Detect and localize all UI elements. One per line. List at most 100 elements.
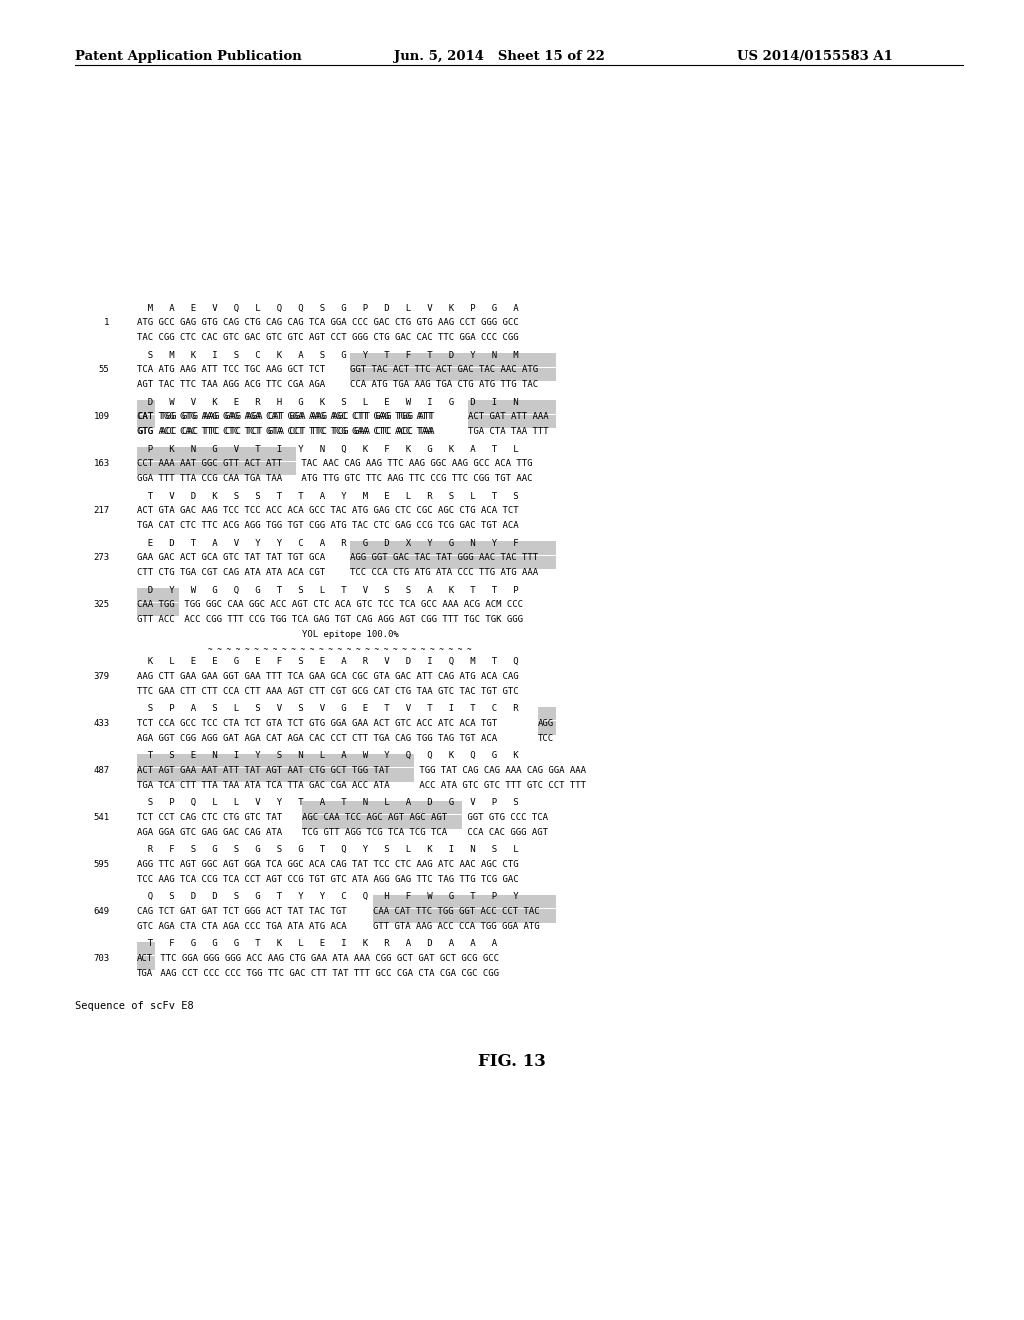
Text: M   A   E   V   Q   L   Q   Q   S   G   P   D   L   V   K   P   G   A: M A E V Q L Q Q S G P D L V K P G A [137,304,519,313]
Bar [137,587,178,602]
Text: GTT ACC: GTT ACC [137,615,175,624]
Bar [468,414,556,428]
Bar [349,556,556,569]
Text: T   F   G   G   G   T   K   L   E   I   K   R   A   D   A   A   A: T F G G G T K L E I K R A D A A A [137,940,498,948]
Text: CAA CAT TTC TGG GGT ACC CCT TAC: CAA CAT TTC TGG GGT ACC CCT TAC [373,907,540,916]
Text: ACT GTA GAC AAG TCC TCC ACC ACA GCC TAC ATG GAG CTC CGC AGC CTG ACA TCT: ACT GTA GAC AAG TCC TCC ACC ACA GCC TAC … [137,507,519,515]
Bar [137,957,155,970]
Text: TGA CAT CTC TTC ACG AGG TGG TGT CGG ATG TAC CTC GAG CCG TCG GAC TGT ACA: TGA CAT CTC TTC ACG AGG TGG TGT CGG ATG … [137,521,519,531]
Text: S   M   K   I   S   C   K   A   S   G   Y   T   F   T   D   Y   N   M: S M K I S C K A S G Y T F T D Y N M [137,351,519,359]
Text: GAA GAC ACT GCA GTC TAT TAT TGT GCA: GAA GAC ACT GCA GTC TAT TAT TGT GCA [137,553,331,562]
Bar [302,801,462,814]
Bar [137,414,155,428]
Text: R   F   S   G   S   G   S   G   T   Q   Y   S   L   K   I   N   S   L: R F S G S G S G T Q Y S L K I N S L [137,845,519,854]
Bar [137,400,155,413]
Text: CAG TCT GAT GAT TCT GGG ACT TAT TAC TGT: CAG TCT GAT GAT TCT GGG ACT TAT TAC TGT [137,907,352,916]
Text: GTC AGA CTA CTA AGA CCC TGA ATA ATG ACA: GTC AGA CTA CTA AGA CCC TGA ATA ATG ACA [137,921,352,931]
Text: ACC CAC TTC CTC TCT GTA CCT TTC TCG GAA CTC ACC TAA: ACC CAC TTC CTC TCT GTA CCT TTC TCG GAA … [155,428,434,436]
Text: D   Y   W   G   Q   G   T   S   L   T   V   S   S   A   K   T   T   P: D Y W G Q G T S L T V S S A K T T P [137,586,519,594]
Text: K   L   E   E   G   E   F   S   E   A   R   V   D   I   Q   M   T   Q: K L E E G E F S E A R V D I Q M T Q [137,657,519,667]
Text: TAC AAC CAG AAG TTC AAG GGC AAG GCC ACA TTG: TAC AAC CAG AAG TTC AAG GGC AAG GCC ACA … [297,459,532,469]
Text: TGA CTA TAA TTT: TGA CTA TAA TTT [468,428,548,436]
Bar [539,706,556,721]
Text: CAT: CAT [137,412,154,421]
Bar [137,768,415,781]
Text: TCG GTT AGG TCG TCA TCG TCA: TCG GTT AGG TCG TCA TCG TCA [302,828,447,837]
Text: S   P   Q   L   L   V   Y   T   A   T   N   L   A   D   G   V   P   S: S P Q L L V Y T A T N L A D G V P S [137,799,519,808]
Text: TCA ATG AAG ATT TCC TGC AAG GCT TCT: TCA ATG AAG ATT TCC TGC AAG GCT TCT [137,366,331,375]
Text: TGG TAT CAG CAG AAA CAG GGA AAA: TGG TAT CAG CAG AAA CAG GGA AAA [415,766,587,775]
Text: 109: 109 [93,412,110,421]
Bar [137,603,178,616]
Bar [373,909,556,923]
Text: TCT CCA GCC TCC CTA TCT GTA TCT GTG GGA GAA ACT GTC ACC ATC ACA TGT: TCT CCA GCC TCC CTA TCT GTA TCT GTG GGA … [137,719,503,729]
Text: TTC GAA CTT CTT CCA CTT AAA AGT CTT CGT GCG CAT CTG TAA GTC TAC TGT GTC: TTC GAA CTT CTT CCA CTT AAA AGT CTT CGT … [137,686,519,696]
Text: CAA TGG: CAA TGG [137,601,175,610]
Text: Patent Application Publication: Patent Application Publication [75,50,301,63]
Text: TAC CGG CTC CAC GTC GAC GTC GTC AGT CCT GGG CTG GAC CAC TTC GGA CCC CGG: TAC CGG CTC CAC GTC GAC GTC GTC AGT CCT … [137,333,519,342]
Text: CAT TGG GTG AAG GAG AGA CAT GGA AAG AGC CTT GAG TGG ATT: CAT TGG GTG AAG GAG AGA CAT GGA AAG AGC … [137,412,438,421]
Text: ATG GCC GAG GTG CAG CTG CAG CAG TCA GGA CCC GAC CTG GTG AAG CCT GGG GCC: ATG GCC GAG GTG CAG CTG CAG CAG TCA GGA … [137,318,519,327]
Bar [349,352,556,367]
Text: GGT TAC ACT TTC ACT GAC TAC AAC ATG: GGT TAC ACT TTC ACT GAC TAC AAC ATG [349,366,538,375]
Text: ATG TTG GTC TTC AAG TTC CCG TTC CGG TGT AAC: ATG TTG GTC TTC AAG TTC CCG TTC CGG TGT … [297,474,532,483]
Text: GTT GTA AAG ACC CCA TGG GGA ATG: GTT GTA AAG ACC CCA TGG GGA ATG [373,921,540,931]
Bar [137,754,415,767]
Text: AGG: AGG [539,719,554,729]
Text: TGG GGC CAA GGC ACC AGT CTC ACA GTC TCC TCA GCC AAA ACG ACM CCC: TGG GGC CAA GGC ACC AGT CTC ACA GTC TCC … [178,601,522,610]
Bar [539,722,556,735]
Text: 541: 541 [93,813,110,822]
Bar [349,541,556,554]
Text: 433: 433 [93,719,110,729]
Text: TCT CCT CAG CTC CTG GTC TAT: TCT CCT CAG CTC CTG GTC TAT [137,813,288,822]
Text: ~ ~ ~ ~ ~ ~ ~ ~ ~ ~ ~ ~ ~ ~ ~ ~ ~ ~ ~ ~ ~ ~ ~ ~ ~ ~ ~ ~ ~: ~ ~ ~ ~ ~ ~ ~ ~ ~ ~ ~ ~ ~ ~ ~ ~ ~ ~ ~ ~ … [208,644,472,653]
Text: TCC AAG TCA CCG TCA CCT AGT CCG TGT GTC ATA AGG GAG TTC TAG TTG TCG GAC: TCC AAG TCA CCG TCA CCT AGT CCG TGT GTC … [137,875,519,884]
Text: ACT AGT GAA AAT ATT TAT AGT AAT CTG GCT TGG TAT: ACT AGT GAA AAT ATT TAT AGT AAT CTG GCT … [137,766,390,775]
Text: GTG: GTG [137,428,154,436]
Text: 487: 487 [93,766,110,775]
Text: CCT AAA AAT GGC GTT ACT ATT: CCT AAA AAT GGC GTT ACT ATT [137,459,283,469]
Text: 1: 1 [104,318,110,327]
Text: Q   S   D   D   S   G   T   Y   Y   C   Q   H   F   W   G   T   P   Y: Q S D D S G T Y Y C Q H F W G T P Y [137,892,519,902]
Text: T   V   D   K   S   S   T   T   A   Y   M   E   L   R   S   L   T   S: T V D K S S T T A Y M E L R S L T S [137,491,519,500]
Text: 595: 595 [93,861,110,869]
Text: 649: 649 [93,907,110,916]
Text: ACC ATA GTC GTC TTT GTC CCT TTT: ACC ATA GTC GTC TTT GTC CCT TTT [415,781,587,789]
Bar [137,941,155,956]
Bar [349,368,556,381]
Text: Sequence of scFv E8: Sequence of scFv E8 [75,1002,194,1011]
Text: AGC CAA TCC AGC AGT AGC AGT: AGC CAA TCC AGC AGT AGC AGT [302,813,447,822]
Text: S   P   A   S   L   S   V   S   V   G   E   T   V   T   I   T   C   R: S P A S L S V S V G E T V T I T C R [137,705,519,713]
Text: TCC CCA CTG ATG ATA CCC TTG ATG AAA: TCC CCA CTG ATG ATA CCC TTG ATG AAA [349,568,538,577]
Text: CCA CAC GGG AGT: CCA CAC GGG AGT [462,828,548,837]
Text: CTT CTG TGA CGT CAG ATA ATA ACA CGT: CTT CTG TGA CGT CAG ATA ATA ACA CGT [137,568,331,577]
Text: GGA TTT TTA CCG CAA TGA TAA: GGA TTT TTA CCG CAA TGA TAA [137,474,283,483]
Text: ACT GAT ATT AAA: ACT GAT ATT AAA [468,412,548,421]
Bar [302,816,462,829]
Text: 55: 55 [99,366,110,375]
Text: AGG GGT GAC TAC TAT GGG AAC TAC TTT: AGG GGT GAC TAC TAT GGG AAC TAC TTT [349,553,538,562]
Text: D   W   V   K   E   R   H   G   K   S   L   E   W   I   G   D   I   N: D W V K E R H G K S L E W I G D I N [137,397,519,407]
Text: 325: 325 [93,601,110,610]
Bar [373,895,556,908]
Text: TGG GTG AAG GAG AGA CAT GGA AAG AGC CTT GAG TGG ATT: TGG GTG AAG GAG AGA CAT GGA AAG AGC CTT … [155,412,434,421]
Text: GTG ACC CAC TTC CTC TCT GTA CCT TTC TCG GAA CTC ACC TAA: GTG ACC CAC TTC CTC TCT GTA CCT TTC TCG … [137,428,438,436]
Text: 163: 163 [93,459,110,469]
Text: TGA: TGA [137,969,154,978]
Text: ACT: ACT [137,954,154,964]
Text: ACC CGG TTT CCG TGG TCA GAG TGT CAG AGG AGT CGG TTT TGC TGK GGG: ACC CGG TTT CCG TGG TCA GAG TGT CAG AGG … [178,615,522,624]
Text: 217: 217 [93,507,110,515]
Text: E   D   T   A   V   Y   Y   C   A   R   G   D   X   Y   G   N   Y   F: E D T A V Y Y C A R G D X Y G N Y F [137,539,519,548]
Text: TTC GGA GGG GGG ACC AAG CTG GAA ATA AAA CGG GCT GAT GCT GCG GCC: TTC GGA GGG GGG ACC AAG CTG GAA ATA AAA … [155,954,499,964]
Text: YOL epitope 100.0%: YOL epitope 100.0% [302,630,399,639]
Text: 703: 703 [93,954,110,964]
Text: AGA GGT CGG AGG GAT AGA CAT AGA CAC CCT CTT TGA CAG TGG TAG TGT ACA: AGA GGT CGG AGG GAT AGA CAT AGA CAC CCT … [137,734,503,743]
Text: US 2014/0155583 A1: US 2014/0155583 A1 [737,50,893,63]
Text: 379: 379 [93,672,110,681]
Text: TCC: TCC [539,734,554,743]
Text: P   K   N   G   V   T   I   Y   N   Q   K   F   K   G   K   A   T   L: P K N G V T I Y N Q K F K G K A T L [137,445,519,454]
Text: FIG. 13: FIG. 13 [478,1053,546,1071]
Text: CCA ATG TGA AAG TGA CTG ATG TTG TAC: CCA ATG TGA AAG TGA CTG ATG TTG TAC [349,380,538,389]
Text: Jun. 5, 2014   Sheet 15 of 22: Jun. 5, 2014 Sheet 15 of 22 [394,50,605,63]
Text: AGG TTC AGT GGC AGT GGA TCA GGC ACA CAG TAT TCC CTC AAG ATC AAC AGC CTG: AGG TTC AGT GGC AGT GGA TCA GGC ACA CAG … [137,861,519,869]
